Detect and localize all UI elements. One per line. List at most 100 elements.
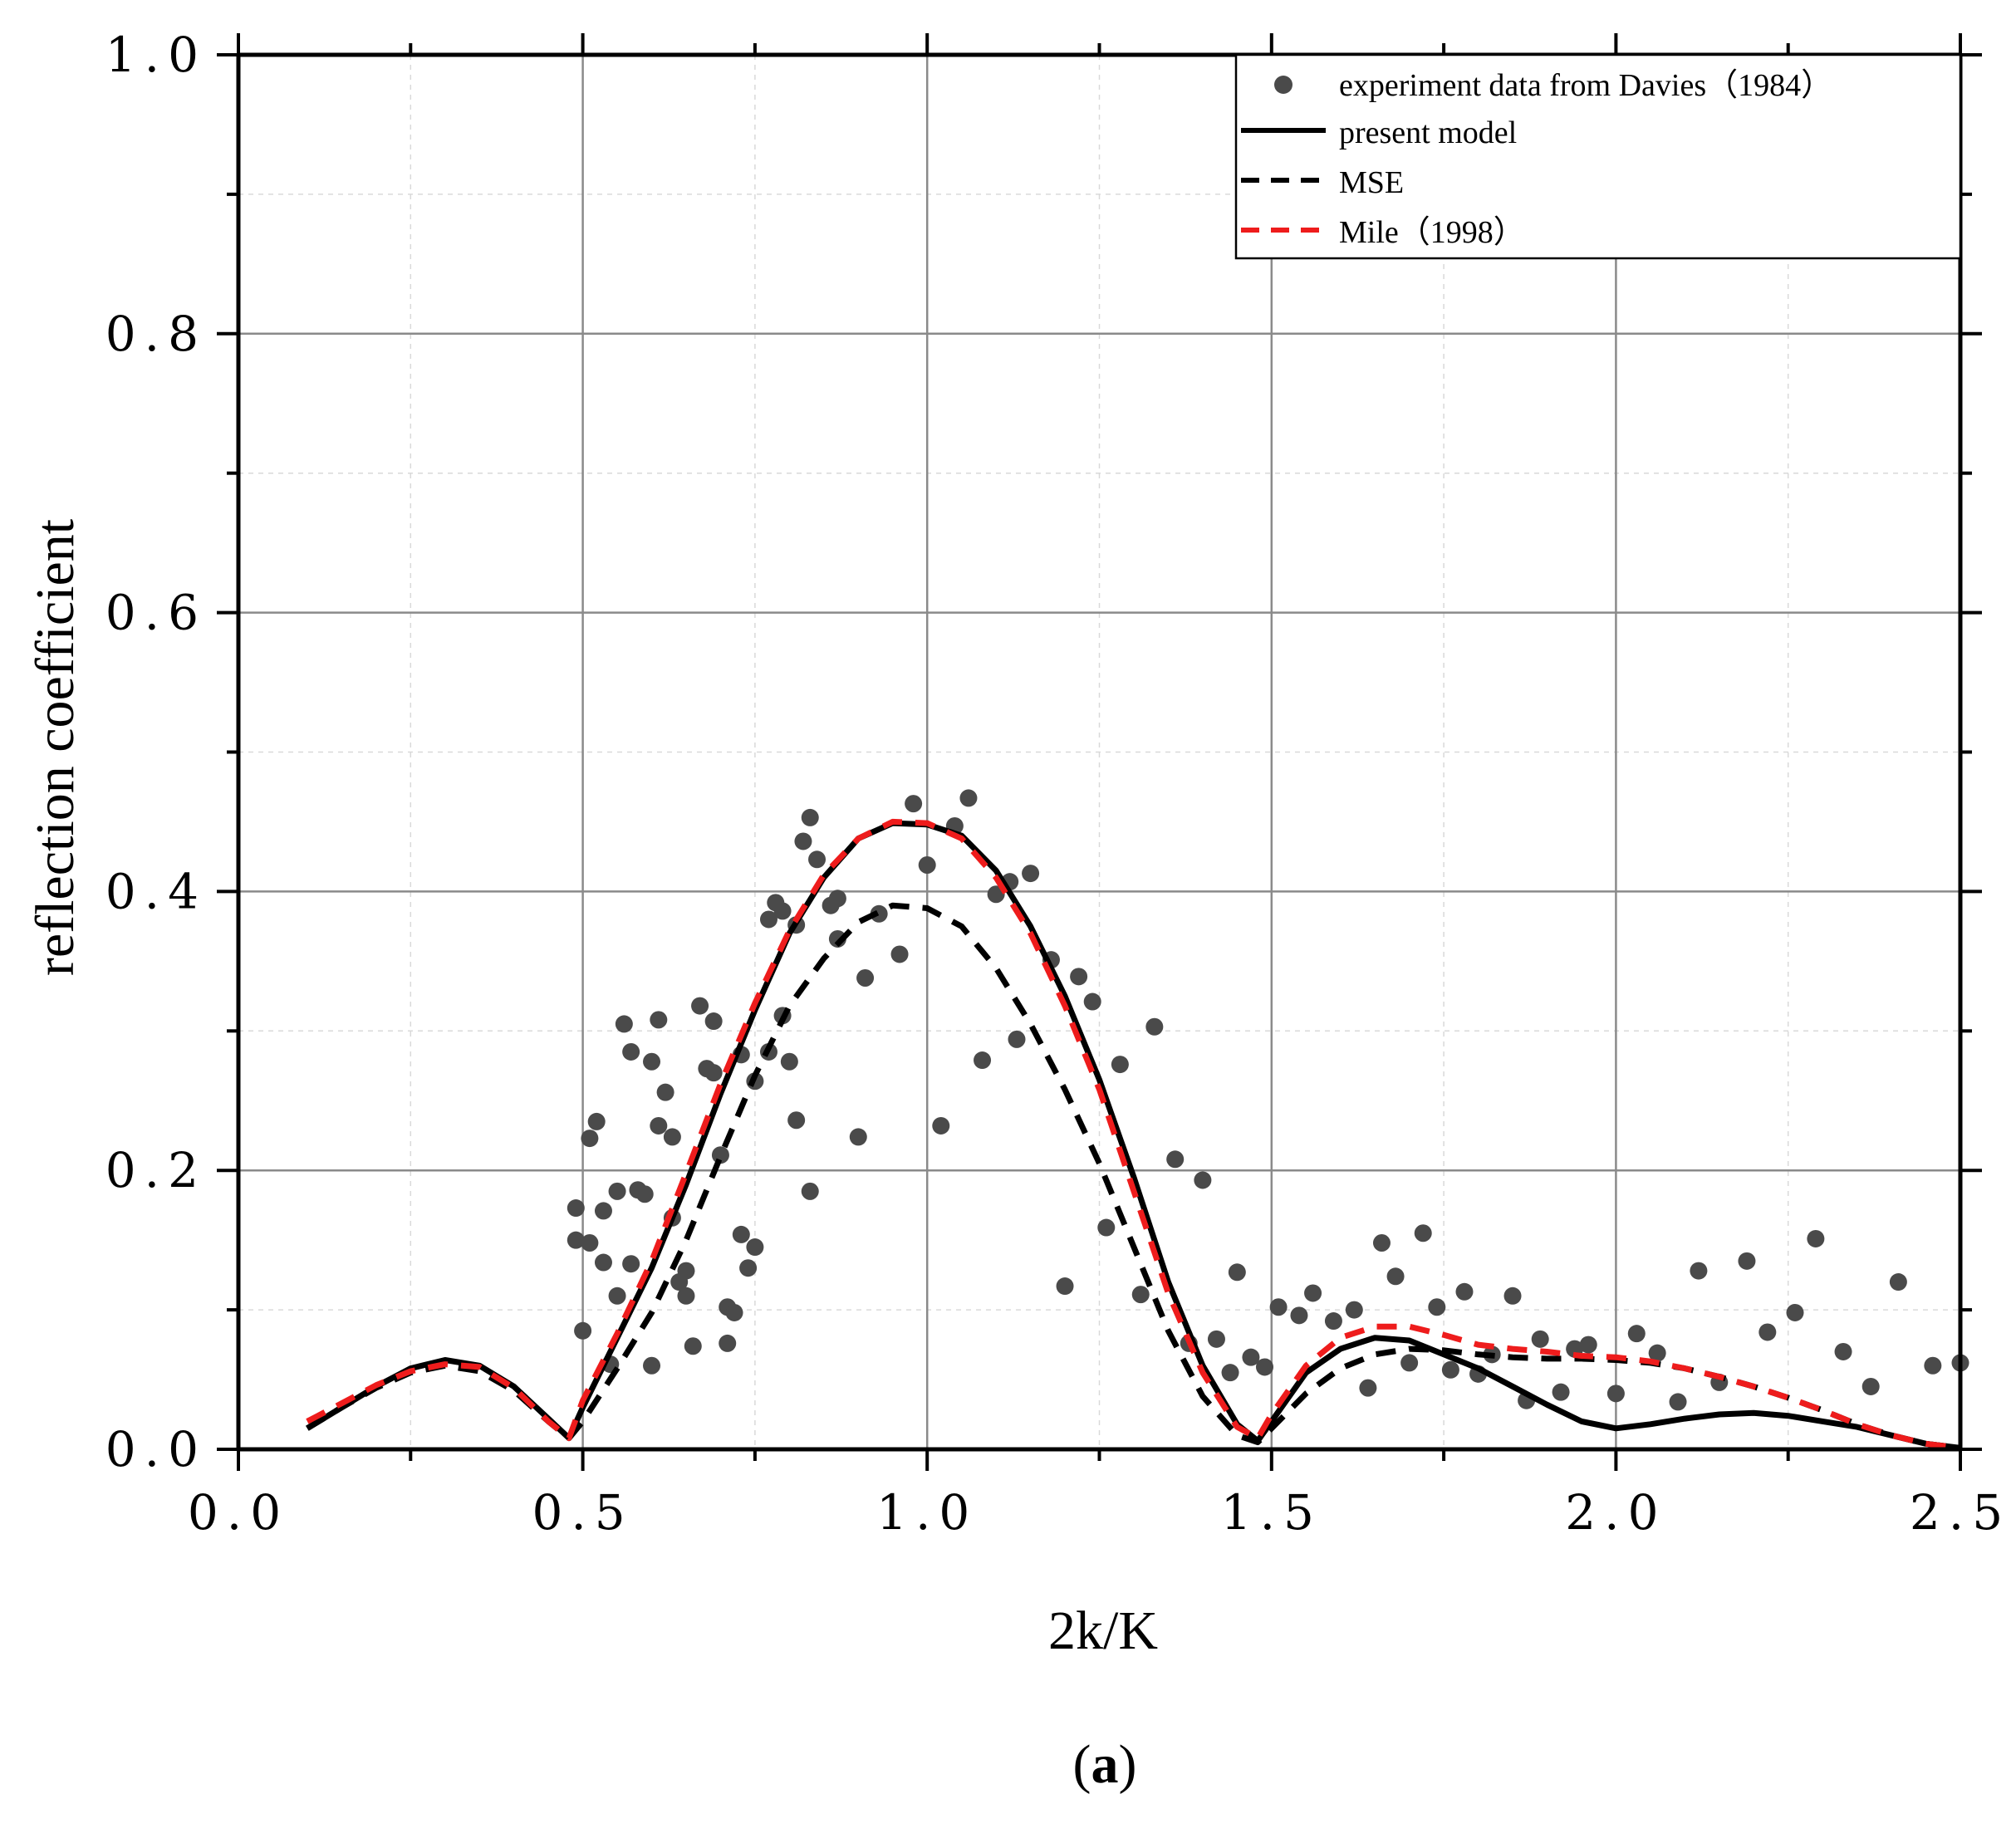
data-point (1786, 1303, 1804, 1321)
data-point (1606, 1385, 1625, 1403)
series-layer (306, 789, 1969, 1451)
tick-labels: 0.0 0.5 1.0 1.5 2.0 2.5 0.0 0.2 0.4 0.6 0.8 1.0 (105, 27, 2003, 1541)
data-point (1386, 1267, 1405, 1286)
data-point (1690, 1262, 1708, 1280)
data-point (567, 1231, 585, 1249)
data-point (581, 1234, 599, 1252)
data-point (1207, 1330, 1225, 1348)
data-point (1256, 1358, 1274, 1376)
legend-label-present: present model (1339, 115, 1517, 150)
data-point (1345, 1301, 1363, 1319)
data-point (1290, 1306, 1308, 1325)
data-point (870, 904, 888, 923)
data-point (849, 1128, 867, 1146)
y-tick-label: 0.6 (105, 585, 207, 641)
legend-label-mse: MSE (1339, 165, 1404, 200)
data-point (1758, 1323, 1777, 1341)
data-point (1022, 865, 1040, 883)
x-tick-label: 0.5 (532, 1484, 633, 1541)
data-point (581, 1130, 599, 1148)
data-point (574, 1321, 592, 1340)
data-point (856, 968, 875, 987)
data-point (905, 795, 923, 813)
data-point (1531, 1330, 1549, 1348)
data-point (890, 945, 909, 963)
data-point (1924, 1356, 1942, 1375)
data-point (959, 789, 978, 807)
data-point (663, 1128, 681, 1146)
data-point (719, 1334, 737, 1352)
data-point (1131, 1286, 1150, 1304)
data-point (1738, 1252, 1756, 1270)
data-point (759, 910, 777, 929)
legend-marker-experiment (1274, 76, 1292, 94)
data-point (1359, 1379, 1377, 1397)
caption-paren-open: ( (1073, 1734, 1091, 1795)
legend-label-mile: Mile（1998） (1339, 215, 1525, 250)
y-tick-label: 0.4 (105, 863, 207, 919)
series-line-mile-1998 (306, 818, 1961, 1451)
figure-caption: (a) (1073, 1734, 1137, 1795)
data-point (794, 832, 812, 850)
data-point (1455, 1282, 1474, 1301)
data-point (974, 1051, 992, 1070)
data-point (677, 1287, 695, 1305)
data-point (732, 1225, 750, 1243)
x-tick-label: 2.0 (1565, 1484, 1666, 1541)
legend: experiment data from Davies（1984） presen… (1234, 53, 1962, 260)
legend-label-experiment: experiment data from Davies（1984） (1339, 68, 1832, 103)
data-point (1083, 992, 1101, 1011)
data-point (1304, 1284, 1322, 1302)
minor-gridlines (238, 55, 1960, 1449)
major-gridlines (238, 55, 1960, 1449)
data-point (1441, 1360, 1459, 1379)
data-point (1669, 1393, 1687, 1411)
data-point (684, 1337, 702, 1355)
y-axis-title: reflection coefficient (25, 519, 86, 976)
data-point (1414, 1224, 1432, 1242)
data-point (587, 1112, 606, 1130)
y-tick-label: 0.8 (105, 306, 207, 362)
data-point (801, 1182, 819, 1200)
data-point (622, 1255, 640, 1273)
data-point (918, 855, 936, 874)
data-point (1194, 1171, 1212, 1189)
data-point (773, 902, 792, 920)
data-point (1056, 1277, 1074, 1296)
data-point (677, 1262, 695, 1280)
data-point (1428, 1298, 1446, 1316)
data-point (739, 1259, 758, 1277)
data-point (1145, 1017, 1164, 1036)
data-point (650, 1116, 668, 1135)
data-point (1242, 1348, 1260, 1366)
data-point (1861, 1377, 1880, 1395)
data-point (808, 850, 827, 869)
data-point (725, 1303, 743, 1321)
data-point (746, 1238, 764, 1257)
data-point (932, 1116, 950, 1135)
data-point (1579, 1336, 1597, 1354)
data-point (1807, 1229, 1825, 1247)
data-point (1008, 1030, 1026, 1048)
data-point (704, 1012, 723, 1031)
y-tick-label: 0.0 (105, 1421, 207, 1478)
x-tick-label: 1.0 (876, 1484, 978, 1541)
data-point (828, 890, 846, 908)
data-point (608, 1182, 626, 1200)
data-point (1324, 1312, 1342, 1331)
y-tick-label: 0.2 (105, 1142, 207, 1198)
data-point (691, 997, 709, 1015)
y-tick-label: 1.0 (105, 27, 207, 83)
data-point (1834, 1342, 1852, 1360)
data-point (650, 1011, 668, 1029)
data-point (643, 1356, 661, 1375)
data-point (1097, 1218, 1116, 1237)
data-point (801, 808, 819, 826)
data-point (1070, 968, 1088, 986)
caption-letter: a (1091, 1734, 1119, 1795)
series-line-present-model (306, 820, 1961, 1451)
data-point (594, 1253, 612, 1272)
data-point (608, 1287, 626, 1305)
